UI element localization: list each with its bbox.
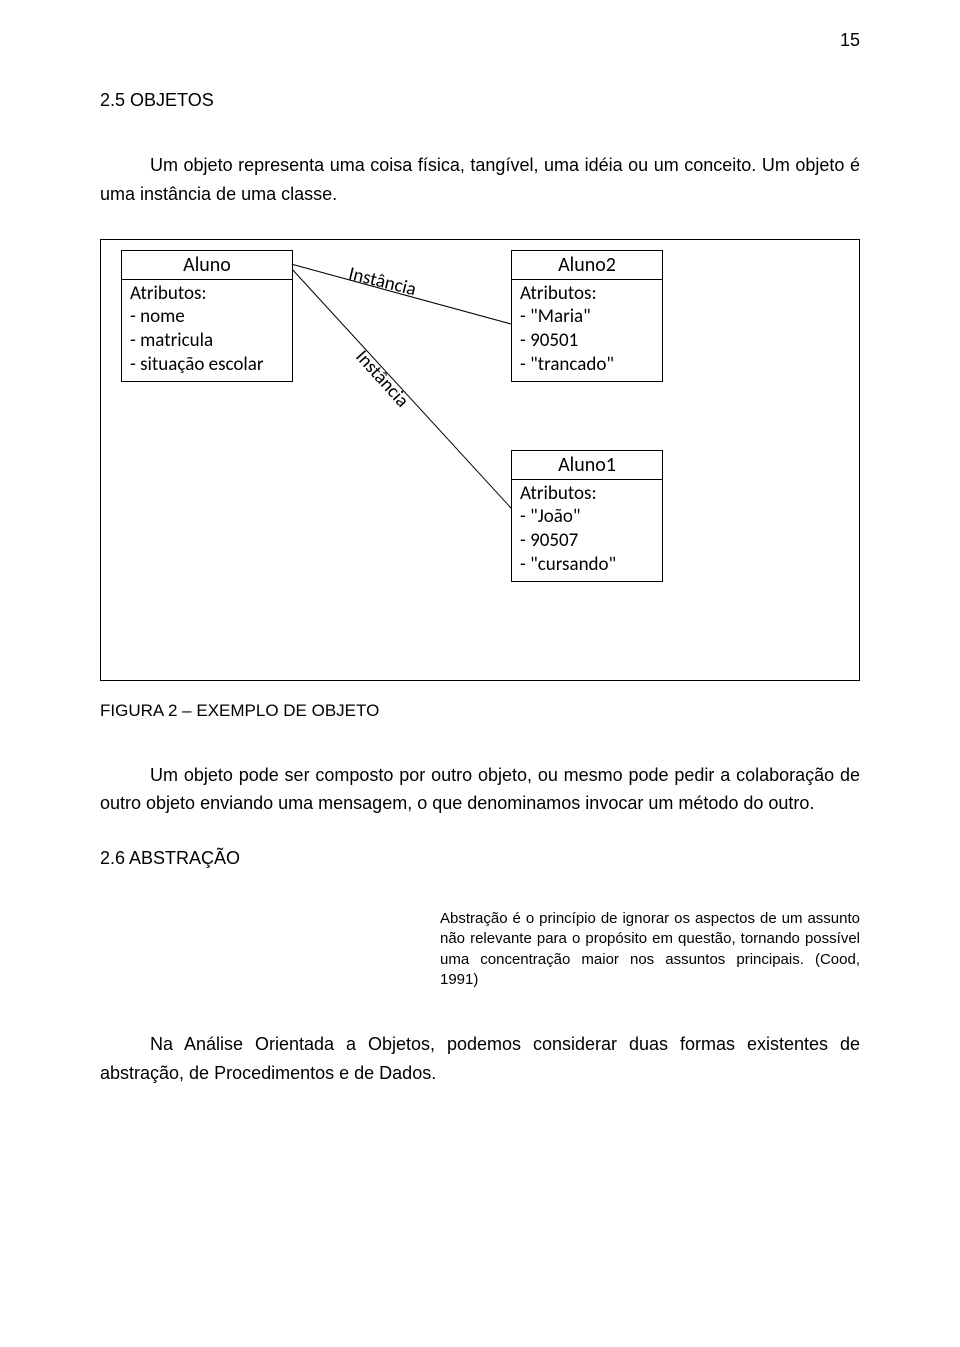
figure-caption: FIGURA 2 – EXEMPLO DE OBJETO [100,701,860,721]
uml-box-aluno: AlunoAtributos:- nome- matricula- situaç… [121,250,293,382]
uml-box-aluno-title: Aluno [122,251,292,280]
uml-box-aluno2: Aluno2Atributos:- "Maria"- 90501- "tranc… [511,250,663,382]
edge-label-0: Instância [346,262,418,301]
uml-attribute-line: - "cursando" [520,553,654,577]
uml-attribute-line: - 90501 [520,329,654,353]
uml-box-aluno2-title: Aluno2 [512,251,662,280]
uml-box-aluno-body: Atributos:- nome- matricula- situação es… [122,280,292,381]
uml-attribute-line: - "João" [520,505,654,529]
section-heading-abstracao: 2.6 ABSTRAÇÃO [100,848,860,869]
section-heading-objetos: 2.5 OBJETOS [100,90,860,111]
uml-attribute-line: Atributos: [520,282,654,306]
quote-abstracao: Abstração é o princípio de ignorar os as… [440,909,860,990]
uml-box-aluno1-body: Atributos:- "João"- 90507- "cursando" [512,480,662,581]
uml-attribute-line: Atributos: [520,482,654,506]
edge-label-1: Instância [350,345,413,411]
uml-attribute-line: Atributos: [130,282,284,306]
uml-attribute-line: - 90507 [520,529,654,553]
uml-attribute-line: - situação escolar [130,353,284,377]
uml-box-aluno2-body: Atributos:- "Maria"- 90501- "trancado" [512,280,662,381]
uml-attribute-line: - matricula [130,329,284,353]
uml-attribute-line: - "trancado" [520,353,654,377]
figure-frame: AlunoAtributos:- nome- matricula- situaç… [100,239,860,681]
paragraph-objetos: Um objeto representa uma coisa física, t… [100,151,860,209]
paragraph-abstracao: Na Análise Orientada a Objetos, podemos … [100,1030,860,1088]
paragraph-after-figure: Um objeto pode ser composto por outro ob… [100,761,860,819]
uml-box-aluno1: Aluno1Atributos:- "João"- 90507- "cursan… [511,450,663,582]
uml-attribute-line: - nome [130,305,284,329]
page: 15 2.5 OBJETOS Um objeto representa uma … [0,0,960,1178]
page-number: 15 [840,30,860,51]
uml-box-aluno1-title: Aluno1 [512,451,662,480]
uml-attribute-line: - "Maria" [520,305,654,329]
